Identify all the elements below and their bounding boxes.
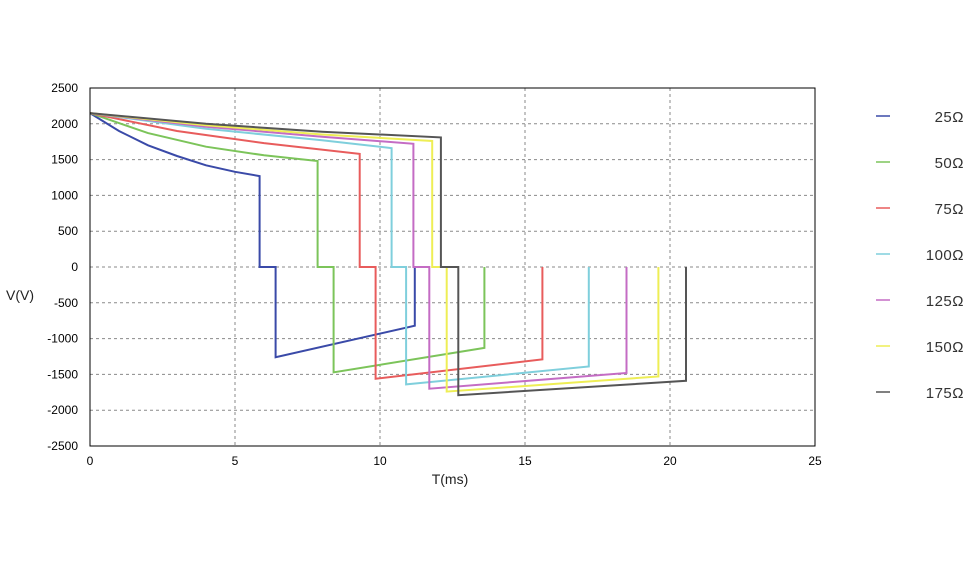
series-line-25Ω [89, 112, 416, 359]
y-tick-label: -500 [54, 296, 78, 310]
series-line-75Ω [89, 112, 544, 380]
y-tick-label: 2500 [51, 81, 78, 95]
y-tick-label: 1500 [51, 153, 78, 167]
y-axis-label: V(V) [6, 287, 34, 303]
legend-label: 50Ω [935, 155, 963, 172]
x-tick-label: 5 [232, 454, 239, 468]
series-line-50Ω [89, 112, 486, 374]
legend-label: 75Ω [935, 201, 963, 218]
y-tick-label: -1000 [47, 332, 78, 346]
y-tick-label: -2500 [47, 439, 78, 453]
legend-label: 25Ω [935, 109, 963, 126]
series-layer [89, 112, 687, 397]
plot-frame [89, 87, 816, 447]
y-tick-label: 500 [58, 224, 78, 238]
x-tick-label: 25 [808, 454, 822, 468]
x-tick-label: 15 [518, 454, 532, 468]
series-line-125Ω [89, 112, 628, 390]
x-tick-label: 0 [87, 454, 94, 468]
x-axis-label: T(ms) [432, 471, 469, 487]
legend: 25Ω 50Ω 75Ω 100Ω 125Ω 150Ω 175Ω [876, 109, 963, 402]
x-tick-label: 20 [663, 454, 677, 468]
y-tick-label: 1000 [51, 188, 78, 202]
y-tick-labels: 2500 2000 1500 1000 500 0 -500 -1000 -1500 -2000 -… [47, 81, 78, 453]
y-tick-label: -2000 [47, 403, 78, 417]
legend-label: 125Ω [926, 293, 963, 310]
legend-label: 100Ω [926, 247, 963, 264]
series-line-175Ω [89, 112, 687, 397]
legend-label: 175Ω [926, 385, 963, 402]
x-tick-label: 10 [373, 454, 387, 468]
x-tick-labels: 0 5 10 15 20 25 [87, 454, 822, 468]
y-tick-label: -1500 [47, 367, 78, 381]
series-line-100Ω [89, 112, 590, 386]
legend-label: 150Ω [926, 339, 963, 356]
y-tick-label: 2000 [51, 117, 78, 131]
series-line-150Ω [89, 112, 660, 393]
y-tick-label: 0 [71, 260, 78, 274]
